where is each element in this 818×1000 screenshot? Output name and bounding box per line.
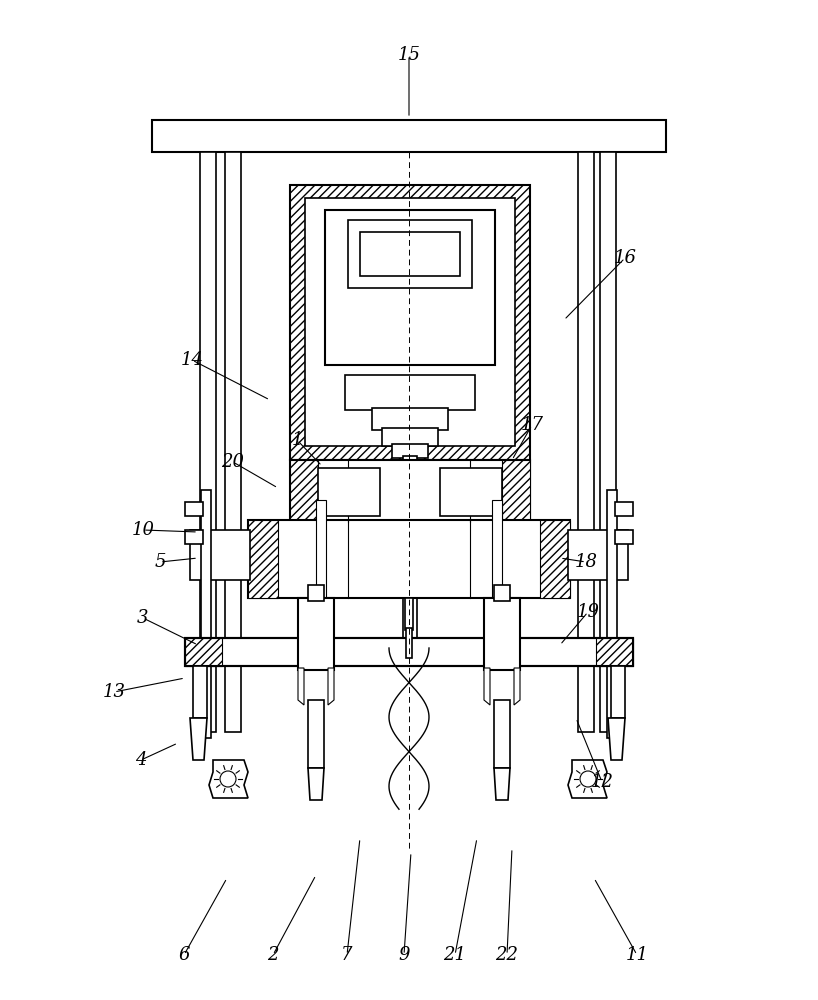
Circle shape (220, 771, 236, 787)
Polygon shape (190, 718, 207, 760)
Text: 18: 18 (574, 553, 597, 571)
Text: 2: 2 (267, 946, 279, 964)
Polygon shape (308, 768, 324, 800)
Text: 14: 14 (181, 351, 204, 369)
Bar (185, 502, 203, 516)
Bar (484, 598, 520, 670)
Bar (403, 456, 417, 651)
Bar (502, 460, 530, 522)
Text: 19: 19 (577, 603, 600, 621)
Text: 11: 11 (626, 946, 649, 964)
Bar (325, 210, 495, 365)
Bar (360, 232, 460, 276)
Bar (318, 468, 380, 516)
Polygon shape (608, 718, 625, 760)
Text: 20: 20 (222, 453, 245, 471)
Bar (316, 500, 326, 665)
Bar (372, 408, 448, 430)
Bar (200, 152, 216, 732)
Polygon shape (596, 638, 633, 666)
Text: 17: 17 (520, 416, 543, 434)
Text: 3: 3 (137, 609, 149, 627)
Polygon shape (185, 638, 222, 666)
Text: 1: 1 (291, 431, 303, 449)
Text: 16: 16 (614, 249, 636, 267)
Text: 6: 6 (178, 946, 190, 964)
Text: 4: 4 (135, 751, 146, 769)
Bar (578, 152, 594, 732)
Text: 5: 5 (155, 553, 166, 571)
Bar (298, 598, 334, 670)
Bar (494, 585, 510, 601)
Bar (290, 460, 530, 522)
Bar (201, 490, 211, 738)
Bar (440, 468, 502, 516)
Bar (290, 185, 530, 460)
Bar (308, 700, 324, 768)
Polygon shape (484, 668, 490, 705)
Bar (492, 500, 502, 665)
Bar (392, 444, 428, 458)
Bar (494, 700, 510, 768)
Polygon shape (298, 668, 304, 705)
Bar (225, 152, 241, 732)
Text: 12: 12 (591, 773, 614, 791)
Text: 22: 22 (496, 946, 519, 964)
Bar (185, 638, 633, 666)
Polygon shape (494, 768, 510, 800)
Bar (382, 428, 438, 446)
Bar (405, 598, 413, 630)
Text: 13: 13 (102, 683, 125, 701)
Bar (615, 502, 633, 516)
Bar (185, 530, 203, 544)
Bar (185, 638, 633, 666)
Bar (305, 198, 515, 446)
Bar (406, 628, 412, 658)
Text: 9: 9 (398, 946, 410, 964)
Bar (193, 666, 207, 718)
Text: 15: 15 (398, 46, 420, 64)
Bar (290, 460, 318, 522)
Bar (308, 585, 324, 601)
Bar (615, 530, 633, 544)
Bar (611, 666, 625, 718)
Polygon shape (209, 760, 248, 798)
Bar (540, 520, 570, 598)
Polygon shape (328, 668, 334, 705)
Bar (396, 645, 422, 663)
Bar (568, 530, 628, 580)
Bar (152, 120, 666, 152)
Text: 7: 7 (341, 946, 353, 964)
Polygon shape (514, 668, 520, 705)
Circle shape (580, 771, 596, 787)
Bar (600, 152, 616, 732)
Text: 10: 10 (132, 521, 155, 539)
Bar (248, 520, 570, 598)
Bar (348, 220, 472, 288)
Bar (345, 375, 475, 410)
Text: 21: 21 (443, 946, 466, 964)
Bar (607, 490, 617, 738)
Polygon shape (568, 760, 607, 798)
Bar (248, 520, 278, 598)
Bar (190, 530, 250, 580)
